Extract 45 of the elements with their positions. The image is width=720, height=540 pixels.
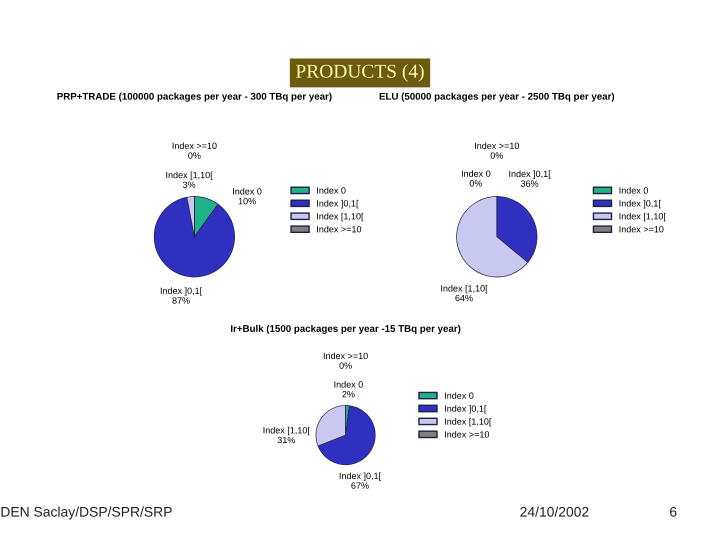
data-label: 36% <box>520 180 538 187</box>
text: PRODUCTS (4) <box>296 64 424 82</box>
legend-label: Index [1,10[ <box>620 212 666 222</box>
chart-title: Ir+Bulk (1500 packages per year -15 TBq per year) <box>231 324 460 334</box>
data-label: 3% <box>182 182 196 188</box>
legend-label: Index ]0,1[ <box>317 200 358 208</box>
text: 0% <box>188 152 201 159</box>
slice-label: Index [1,10[ <box>264 426 310 436</box>
slice-label: Index ]0,1[ <box>509 170 551 179</box>
text: 24/10/2002 <box>520 506 588 517</box>
category-label: Index >=10 <box>475 142 520 150</box>
legend-label: Index >=10 <box>445 430 490 438</box>
slice-label: Index 0 <box>233 188 262 195</box>
category-label: Index >=10 <box>172 142 217 150</box>
legend-label: Index ]0,1[ <box>445 405 486 414</box>
legend-label: Index 0 <box>620 187 648 194</box>
data-label: 31% <box>278 436 296 444</box>
slice-label: Index 0 <box>334 381 363 388</box>
category-label: Index 0 <box>462 170 490 177</box>
data-label: 10% <box>238 198 256 204</box>
chart-title: PRP+TRADE (100000 packages per year - 300 TBq per year) <box>57 92 332 102</box>
legend-label: Index [1,10[ <box>317 212 364 222</box>
data-label: 67% <box>351 482 369 489</box>
data-label: 2% <box>342 390 355 398</box>
text: 0% <box>470 180 482 187</box>
legend-label: Index 0 <box>445 392 474 399</box>
text: 0% <box>490 152 504 159</box>
legend-label: Index ]0,1[ <box>620 200 661 208</box>
pie-slice <box>318 405 376 466</box>
chart-title: ELU (50000 packages per year - 2500 TBq per year) <box>380 92 614 102</box>
text: DEN Saclay/DSP/SPR/SRP <box>1 506 172 520</box>
text: 6 <box>670 506 676 517</box>
data-label: 64% <box>455 294 473 302</box>
pie-slice <box>154 196 235 278</box>
slice-label: Index ]0,1[ <box>160 287 202 296</box>
slice-label: Index [1,10[ <box>441 284 488 294</box>
slice-label: Index [1,10[ <box>166 172 213 180</box>
legend-label: Index 0 <box>317 187 346 194</box>
legend-label: Index >=10 <box>620 226 664 232</box>
legend-label: Index >=10 <box>317 226 362 232</box>
data-label: 87% <box>172 297 190 304</box>
legend-label: Index [1,10[ <box>445 418 492 426</box>
slice-label: Index ]0,1[ <box>340 472 381 481</box>
category-label: Index >=10 <box>324 352 368 360</box>
text: 0% <box>339 362 352 369</box>
